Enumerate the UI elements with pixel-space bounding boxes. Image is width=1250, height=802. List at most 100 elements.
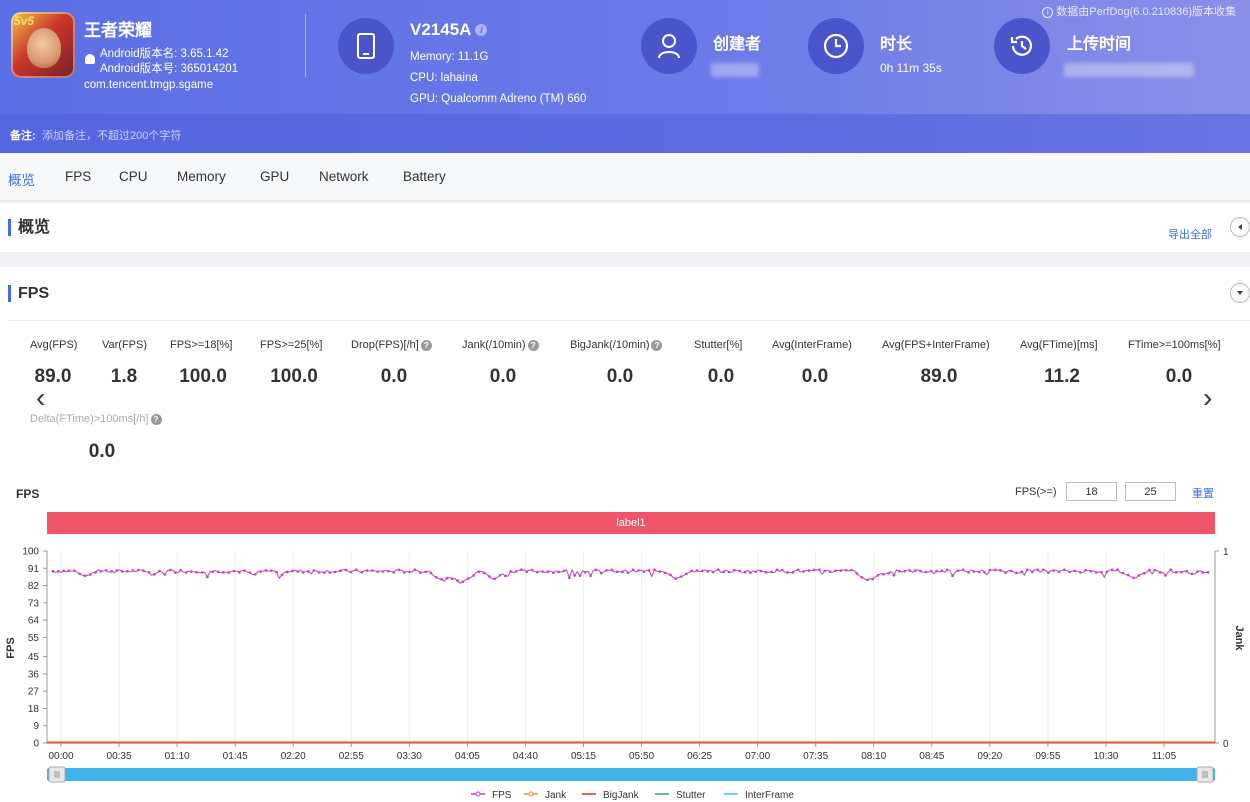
fps-point [690,569,694,573]
tab-memory[interactable]: Memory [177,169,226,184]
export-all-link[interactable]: 导出全部 [1168,229,1212,241]
fps-point [323,571,326,574]
collapse-down-button[interactable] [1230,283,1250,303]
metrics-next-arrow[interactable]: › [1203,382,1213,413]
tab-network[interactable]: Network [319,169,369,184]
fps-point [908,569,912,572]
app-icon-badge: 5v5 [14,14,35,28]
metric-label: Avg(FTime)[ms] [1020,339,1098,351]
duration-label: 时长 [880,36,913,53]
fps-point [264,569,268,572]
help-icon[interactable]: ? [420,340,432,351]
tablet-icon [338,18,394,74]
fps-point [445,576,449,580]
help-icon[interactable]: ? [150,414,162,425]
tab-battery[interactable]: Battery [403,169,446,184]
fps-point [1132,576,1135,580]
x-tick-label: 01:10 [165,751,190,762]
legend-label[interactable]: Stutter [676,790,706,801]
x-tick-label: 03:30 [397,751,422,762]
metric-value: 89.0 [920,366,958,387]
fps-point [237,571,241,574]
y-axis-label: FPS [5,637,17,658]
fps-point [1105,570,1109,574]
legend-label[interactable]: FPS [492,790,512,801]
fps-point [472,574,475,577]
x-tick-label: 06:25 [687,751,712,762]
help-icon[interactable]: ? [651,340,663,351]
fps-point [1100,570,1103,574]
tab-bar: 概览 FPS CPU Memory GPU Network Battery [0,153,1250,201]
fps-point [882,572,885,576]
chart-title: FPS [16,487,40,501]
fps-point [1089,569,1093,573]
fps-point [1073,569,1077,573]
fps-point [839,569,843,572]
tab-fps[interactable]: FPS [65,169,92,184]
creator-label: 创建者 [713,36,762,53]
fps-point [956,569,960,572]
app-icon: 5v5 [11,12,75,78]
remark-input[interactable]: 添加备注，不超过200个字符 [42,130,182,142]
fps-point [211,570,214,573]
tab-gpu[interactable]: GPU [260,169,290,184]
range-slider-track[interactable] [47,768,1215,781]
x-tick-label: 09:20 [977,751,1002,762]
fps-point [791,571,795,574]
fps-point [1190,572,1194,576]
legend-label[interactable]: BigJank [603,790,640,801]
help-icon[interactable]: ? [527,340,539,351]
metric-value: 0.0 [801,366,829,387]
fps-point [1084,568,1087,572]
fps-point [786,571,789,574]
fps-point [626,571,630,574]
fps-point [573,574,576,577]
y2-axis-label: Jank [1233,625,1245,651]
fps-point [567,576,571,580]
fps-point [919,569,922,573]
device-memory: Memory: 11.1G [410,51,489,63]
fps-point [78,572,81,576]
threshold-input-2[interactable] [1125,482,1176,501]
fps-point [312,569,316,572]
collapse-left-button[interactable] [1230,217,1250,237]
legend-label[interactable]: InterFrame [745,790,794,801]
fps-point [834,569,837,573]
tab-overview[interactable]: 概览 [8,173,35,188]
label-band[interactable]: label1 [47,512,1215,534]
fps-point [195,570,199,574]
fps-point [1164,574,1167,577]
fps-point [168,568,172,572]
fps-point [94,571,97,574]
fps-point [706,570,709,573]
fps-point [892,573,896,577]
fps-point [402,571,406,574]
fps-point [429,571,433,575]
fps-point [1004,571,1008,574]
fps-chart[interactable]: 00:00 00:35 01:10 01:45 02:20 02:55 03:30 04:05… [0,540,1250,802]
metrics-prev-arrow[interactable]: ‹ [36,382,46,413]
legend-marker-dot [475,791,481,797]
fps-point [243,569,246,572]
fps-point [828,570,832,574]
fps-point [871,577,874,581]
fps-point [599,571,603,575]
threshold-input-1[interactable] [1066,482,1117,501]
metric-value: 100.0 [179,366,227,387]
threshold-label: FPS(>=) [1015,486,1057,498]
remark-bar[interactable]: 备注: 添加备注，不超过200个字符 [0,114,1250,153]
fps-point [418,571,422,574]
fps-point [525,570,529,574]
metric-label: FPS>=18[%] [170,339,233,351]
metric-value: 0.0 [380,366,408,387]
tab-cpu[interactable]: CPU [119,169,148,184]
duration-value: 0h 11m 35s [880,61,942,75]
user-icon [641,18,697,74]
upload-time-value-blurred [1064,63,1194,77]
fps-point [1025,568,1029,571]
fps-point [206,575,209,579]
reset-link[interactable]: 重置 [1192,488,1214,500]
fps-point [152,573,156,576]
device-info-icon[interactable]: i [475,24,488,36]
legend-label[interactable]: Jank [545,790,567,801]
